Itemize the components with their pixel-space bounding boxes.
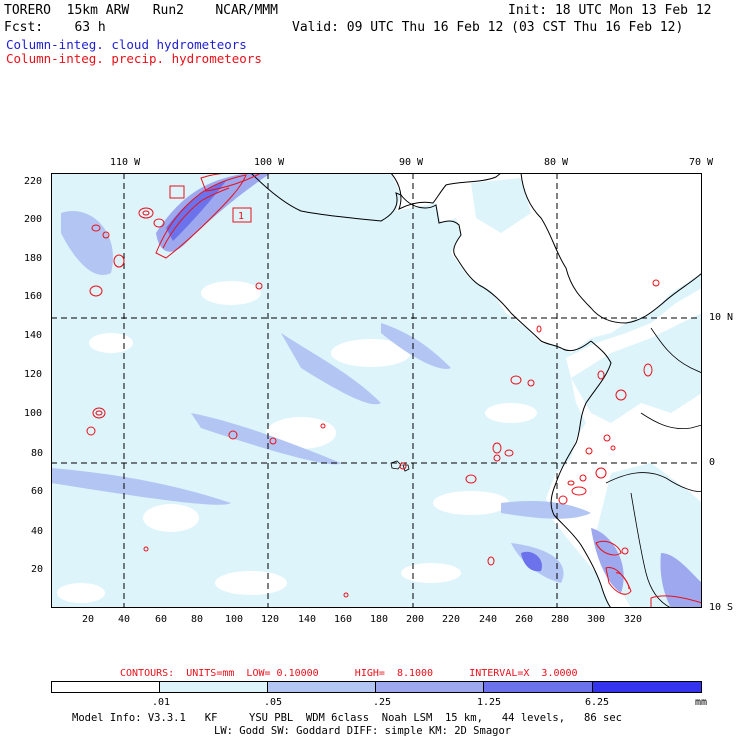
y-tick: 100 <box>24 408 43 419</box>
colorbar-segment <box>593 682 701 692</box>
clear-patch <box>215 571 287 595</box>
colorbar-segment <box>160 682 268 692</box>
lat-label-10s: 10 S <box>709 602 734 613</box>
clear-patch <box>89 333 133 353</box>
x-tick: 60 <box>155 614 168 625</box>
x-tick: 20 <box>82 614 95 625</box>
colorbar-segment <box>268 682 376 692</box>
colorbar-segment <box>52 682 160 692</box>
clear-patch <box>57 583 105 603</box>
cloud-band-heavy <box>156 173 271 252</box>
x-tick: 240 <box>479 614 498 625</box>
x-tick: 120 <box>261 614 280 625</box>
map-panel: 1 <box>51 173 702 608</box>
clear-patch <box>201 281 261 305</box>
colorbar-label: .25 <box>373 697 392 708</box>
colorbar-segment <box>484 682 593 692</box>
y-tick: 180 <box>24 253 43 264</box>
contour-label-text: 1 <box>238 211 244 222</box>
y-tick: 60 <box>31 486 44 497</box>
clear-patch <box>331 339 411 367</box>
clear-patch <box>143 504 199 532</box>
y-tick: 80 <box>31 448 44 459</box>
coastline-central-america <box>390 173 702 324</box>
x-tick: 220 <box>442 614 461 625</box>
field-label-cloud: Column-integ. cloud hydrometeors <box>6 37 247 52</box>
border-line <box>640 412 702 430</box>
clear-patch <box>401 563 461 583</box>
colorbar-unit: mm <box>695 697 708 708</box>
init-time: Init: 18 UTC Mon 13 Feb 12 <box>508 3 712 18</box>
x-tick: 280 <box>551 614 570 625</box>
y-tick: 220 <box>24 176 43 187</box>
x-tick: 300 <box>587 614 606 625</box>
x-tick: 200 <box>406 614 425 625</box>
cloud-band-moderate <box>281 333 381 405</box>
cloud-band-moderate <box>191 413 341 465</box>
y-tick: 200 <box>24 214 43 225</box>
cloud-band-heavy <box>591 528 624 593</box>
colorbar-label: .01 <box>152 697 171 708</box>
lon-label-90w: 90 W <box>399 157 424 168</box>
contour-label-box <box>169 185 185 199</box>
colorbar-label: .05 <box>264 697 283 708</box>
map-frame <box>51 173 702 608</box>
colorbar-segment <box>376 682 484 692</box>
lat-label-10n: 10 N <box>709 312 734 323</box>
cloud-band-heavy <box>660 553 702 608</box>
field-label-precip: Column-integ. precip. hydrometeors <box>6 51 262 66</box>
lon-label-70w: 70 W <box>689 157 714 168</box>
precip-contours <box>86 173 702 608</box>
model-info: Model Info: V3.3.1 KF YSU PBL WDM 6class… <box>72 712 622 724</box>
y-tick: 40 <box>31 526 44 537</box>
cloud-band-moderate <box>381 323 451 369</box>
physics-info: LW: Godd SW: Goddard DIFF: simple KM: 2D… <box>214 725 512 737</box>
contour-info: CONTOURS: UNITS=mm LOW= 0.10000 HIGH= 8.… <box>120 668 578 679</box>
y-tick: 160 <box>24 291 43 302</box>
lon-label-100w: 100 W <box>254 157 285 168</box>
coastline-south-america <box>550 340 612 608</box>
cloud-field-land <box>571 313 702 423</box>
border-line <box>605 472 702 492</box>
x-tick: 100 <box>225 614 244 625</box>
x-tick: 320 <box>624 614 643 625</box>
x-tick: 140 <box>298 614 317 625</box>
cloud-band-heavy <box>521 551 542 572</box>
coastline-mexico <box>250 173 592 352</box>
contour-label-box <box>232 207 252 223</box>
lon-label-80w: 80 W <box>544 157 569 168</box>
lon-label-110w: 110 W <box>110 157 141 168</box>
lat-label-0: 0 <box>709 457 716 468</box>
forecast-hour: Fcst: 63 h <box>4 20 106 35</box>
clear-patch <box>485 403 537 423</box>
cloud-band-moderate <box>501 501 591 519</box>
border-line <box>630 492 672 608</box>
colorbar-label: 1.25 <box>477 697 502 708</box>
x-tick: 260 <box>515 614 534 625</box>
y-tick: 120 <box>24 369 43 380</box>
x-tick: 80 <box>191 614 204 625</box>
x-tick: 40 <box>118 614 131 625</box>
x-tick: 180 <box>370 614 389 625</box>
model-title: TORERO 15km ARW Run2 NCAR/MMM <box>4 3 278 18</box>
cloud-band-moderate <box>51 468 231 505</box>
colorbar <box>51 681 702 693</box>
valid-time: Valid: 09 UTC Thu 16 Feb 12 (03 CST Thu … <box>292 20 684 35</box>
y-tick: 20 <box>31 564 44 575</box>
border-line <box>650 327 702 374</box>
x-tick: 160 <box>334 614 353 625</box>
clear-patch <box>433 491 509 515</box>
y-tick: 140 <box>24 330 43 341</box>
central-america-land <box>251 173 702 353</box>
colorbar-label: 6.25 <box>585 697 610 708</box>
cloud-field-land <box>471 178 531 233</box>
